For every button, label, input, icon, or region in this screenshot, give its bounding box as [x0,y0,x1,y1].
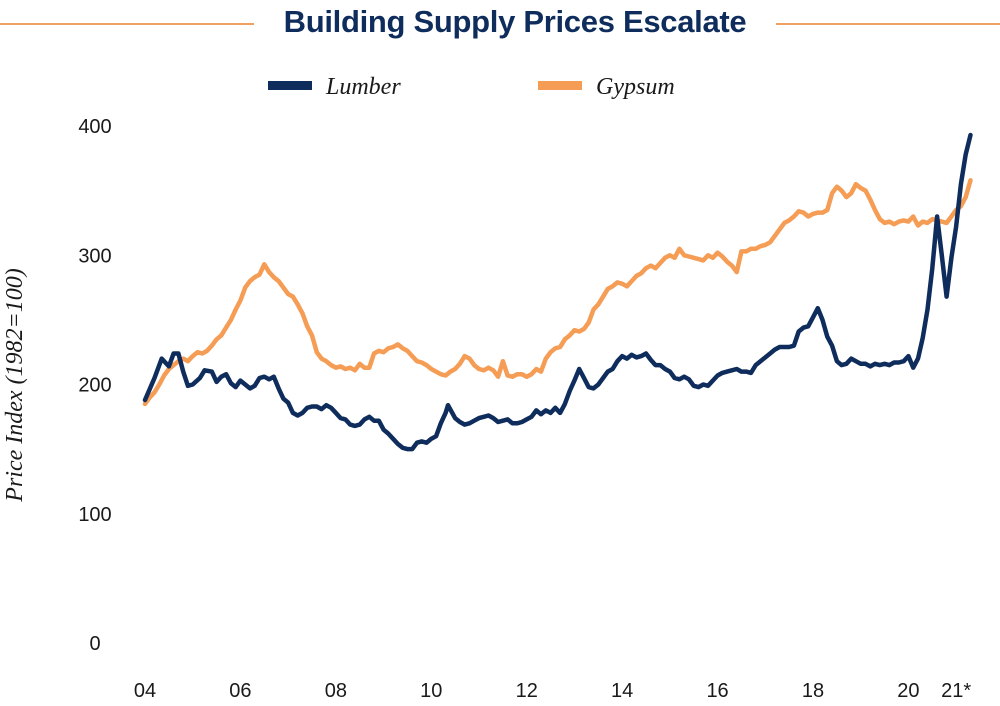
y-tick-label: 400 [78,116,111,138]
y-axis-ticks: 0 100 200 300 400 [78,116,111,655]
x-tick-label: 10 [420,680,442,702]
x-tick-label: 12 [516,680,538,702]
legend-label-lumber: Lumber [325,74,401,100]
legend-label-gypsum: Gypsum [596,74,675,100]
series-line-lumber [142,132,973,452]
x-tick-label: 16 [706,680,728,702]
y-tick-label: 0 [89,633,100,655]
x-tick-label: 18 [802,680,824,702]
y-tick-label: 200 [78,375,111,397]
x-axis-ticks: 04 06 08 10 12 14 16 18 20 21* [134,680,971,702]
legend-swatch-gypsum [538,81,582,90]
legend: Lumber Gypsum [268,74,675,100]
x-tick-label: 04 [134,680,156,702]
title-rule-right [776,23,1000,25]
x-tick-label: 06 [229,680,251,702]
x-tick-label: 21* [941,680,971,702]
series-line-gypsum [142,178,973,407]
y-tick-label: 300 [78,245,111,267]
legend-swatch-lumber [268,81,312,90]
title-rule-left [0,23,254,25]
y-tick-label: 100 [78,504,111,526]
plot-area [142,132,973,452]
x-tick-label: 20 [897,680,919,702]
chart-title: Building Supply Prices Escalate [283,4,747,39]
title-row: Building Supply Prices Escalate [0,0,1000,50]
x-tick-label: 08 [325,680,347,702]
x-tick-label: 14 [611,680,633,702]
y-axis-title: Price Index (1982=100) [2,268,28,502]
